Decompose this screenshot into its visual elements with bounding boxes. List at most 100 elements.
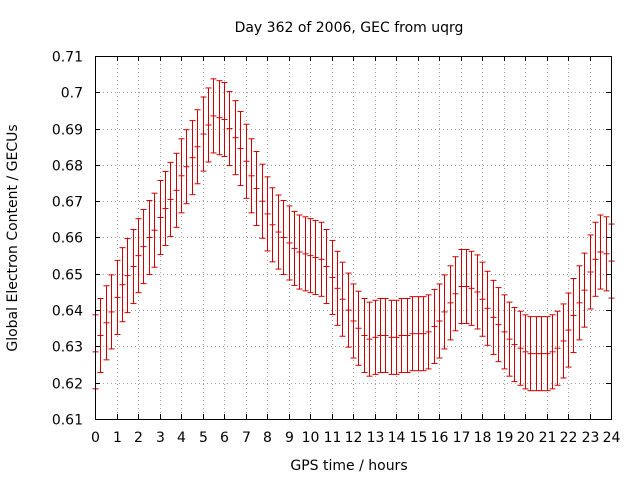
error-bar (495, 287, 502, 363)
x-tick-label: 14 (388, 430, 406, 446)
error-bar (167, 161, 174, 237)
error-bar (243, 123, 250, 199)
error-bar (135, 218, 142, 294)
error-bar (253, 150, 260, 227)
x-tick-label: 11 (324, 430, 342, 446)
error-bar (151, 192, 158, 268)
error-bar (221, 81, 228, 158)
error-bar (479, 261, 486, 337)
error-bar (119, 247, 126, 323)
error-bar (232, 100, 239, 176)
x-tick-label: 5 (199, 430, 208, 446)
x-tick-label: 6 (220, 430, 229, 446)
error-bar (205, 87, 212, 163)
error-bar (409, 296, 416, 372)
error-bar (393, 299, 400, 375)
error-bar (162, 170, 169, 246)
error-bar (581, 252, 588, 328)
error-bar (404, 297, 411, 374)
x-tick-label: 16 (431, 430, 449, 446)
error-bar (603, 216, 610, 292)
grid (95, 56, 611, 419)
error-bar (194, 109, 201, 185)
error-bar (501, 294, 508, 370)
error-bar (474, 254, 481, 330)
x-tick-label: 20 (517, 430, 535, 446)
x-tick-label: 17 (453, 430, 471, 446)
error-bar (398, 297, 405, 374)
error-bar (178, 138, 185, 214)
error-bar (280, 199, 287, 276)
tick-labels: 0 1 2 3 4 5 6 7 8 9 10 11 12 13 14 15 16 17 18 19 20 21 22 23 24… (52, 50, 621, 447)
error-bar (248, 138, 255, 214)
error-bar (468, 250, 475, 326)
y-tick-label: 0.66 (52, 231, 83, 247)
ticks (95, 56, 612, 420)
error-bar (140, 209, 147, 285)
error-bar (544, 316, 551, 392)
y-tick-label: 0.7 (61, 86, 83, 102)
error-bar (173, 152, 180, 228)
error-bar (490, 279, 497, 355)
x-tick-label: 15 (410, 430, 428, 446)
error-bar (511, 307, 518, 383)
y-tick-label: 0.71 (52, 50, 83, 66)
x-tick-label: 22 (560, 430, 578, 446)
error-bar (97, 297, 104, 374)
x-tick-label: 4 (177, 430, 186, 446)
error-bar (264, 176, 271, 252)
error-bar (538, 316, 545, 392)
x-tick-label: 18 (474, 430, 492, 446)
error-bar (259, 163, 266, 239)
error-bar (560, 303, 567, 379)
error-bar (592, 221, 599, 297)
x-tick-label: 0 (91, 430, 100, 446)
error-bar (329, 239, 336, 315)
error-bar (425, 294, 432, 370)
error-bar (334, 250, 341, 326)
x-tick-label: 24 (603, 430, 621, 446)
error-bar (189, 120, 196, 196)
error-bar (587, 234, 594, 310)
error-bar (312, 219, 319, 295)
error-bar (576, 265, 583, 341)
error-bar (216, 80, 223, 156)
error-bar (452, 256, 459, 332)
y-tick-label: 0.61 (52, 413, 83, 429)
x-tick-label: 9 (285, 430, 294, 446)
y-tick-label: 0.69 (52, 123, 83, 139)
error-bar (318, 221, 325, 297)
error-bar (157, 180, 164, 256)
x-tick-label: 7 (242, 430, 251, 446)
error-bar (565, 292, 572, 368)
x-tick-label: 10 (302, 430, 320, 446)
error-bar (108, 274, 115, 350)
error-bar (339, 261, 346, 337)
error-bar (554, 310, 561, 386)
y-axis-label: Global Electron Content / GECUs (5, 124, 21, 351)
x-tick-label: 21 (539, 430, 557, 446)
error-bar (436, 283, 443, 359)
x-tick-label: 3 (156, 430, 165, 446)
error-bar (463, 248, 470, 325)
plot-frame (95, 56, 612, 420)
error-bar (420, 296, 427, 372)
error-bar (130, 229, 137, 305)
error-bar (345, 272, 352, 348)
error-bar (114, 259, 121, 335)
error-bar (382, 297, 389, 374)
error-bar (269, 187, 276, 263)
error-bar (296, 214, 303, 290)
error-bar (361, 297, 368, 374)
error-bar (447, 265, 454, 341)
x-tick-label: 23 (582, 430, 600, 446)
error-bar (484, 270, 491, 346)
chart-title: Day 362 of 2006, GEC from uqrg (235, 20, 464, 36)
error-bar (506, 301, 513, 377)
x-tick-label: 19 (496, 430, 514, 446)
y-tick-label: 0.64 (52, 304, 83, 320)
error-bar (275, 194, 282, 270)
error-bar (431, 288, 438, 364)
error-bar (286, 205, 293, 281)
